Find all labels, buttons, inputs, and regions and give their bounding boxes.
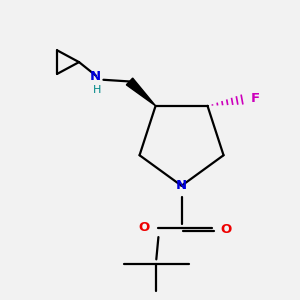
Polygon shape: [126, 78, 156, 106]
Text: H: H: [93, 85, 101, 95]
Text: N: N: [90, 70, 101, 83]
Text: O: O: [139, 221, 150, 234]
Text: N: N: [176, 179, 187, 192]
Text: F: F: [250, 92, 260, 105]
Text: O: O: [220, 223, 232, 236]
